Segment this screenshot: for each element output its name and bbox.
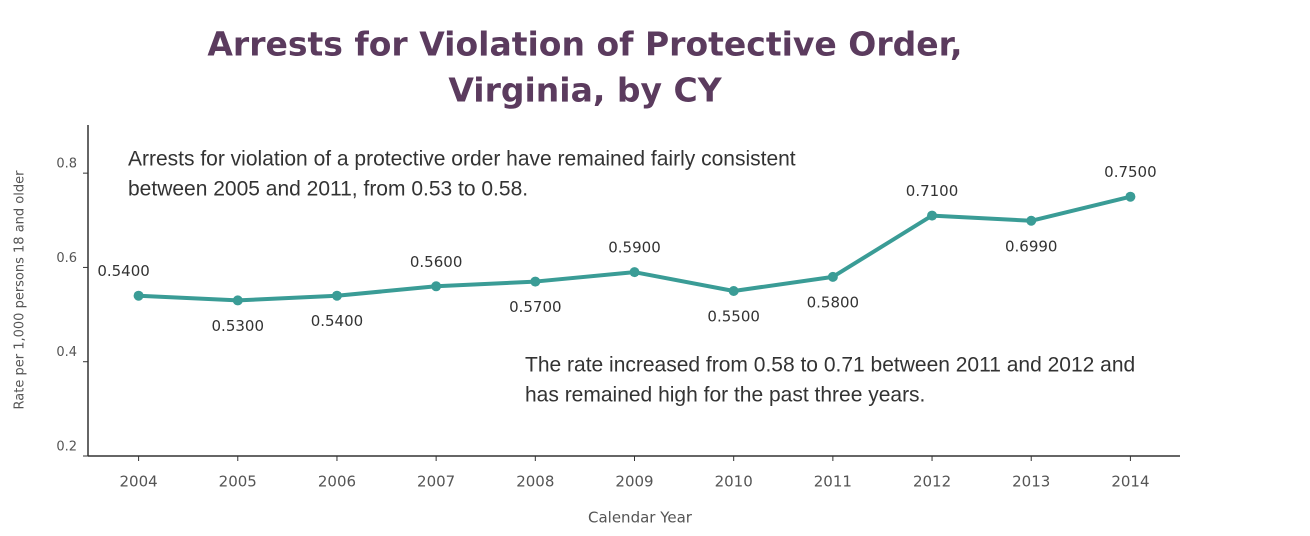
point — [927, 210, 938, 221]
y-tick-label: 0.8 — [56, 157, 77, 172]
y-tick-label: 0.2 — [56, 440, 77, 455]
annotation: The rate increased from 0.58 to 0.71 bet… — [525, 354, 1135, 377]
x-tick-label: 2005 — [219, 473, 257, 491]
point — [133, 290, 144, 301]
data-label: 0.5700 — [509, 298, 562, 316]
x-axis-label: Calendar Year — [588, 509, 693, 527]
y-tick-label: 0.6 — [56, 251, 77, 266]
point — [1026, 215, 1037, 226]
data-label: 0.5800 — [807, 293, 860, 311]
point — [530, 276, 541, 287]
x-tick-label: 2008 — [516, 473, 554, 491]
data-label: 0.6990 — [1005, 237, 1058, 255]
annotation: has remained high for the past three yea… — [525, 384, 925, 407]
x-tick-label: 2009 — [615, 473, 653, 491]
x-tick-label: 2006 — [318, 473, 356, 491]
point — [431, 281, 442, 292]
chart-title: Arrests for Violation of Protective Orde… — [207, 25, 962, 64]
point — [629, 267, 640, 278]
point — [827, 271, 838, 282]
point — [232, 295, 243, 306]
data-label: 0.7500 — [1104, 163, 1157, 181]
x-tick-label: 2010 — [715, 473, 753, 491]
x-tick-label: 2014 — [1111, 473, 1149, 491]
x-tick-label: 2013 — [1012, 473, 1050, 491]
x-tick-label: 2012 — [913, 473, 951, 491]
x-tick-label: 2007 — [417, 473, 455, 491]
data-label: 0.5300 — [212, 317, 265, 335]
data-label: 0.5500 — [707, 308, 760, 326]
data-label: 0.5900 — [608, 239, 661, 257]
data-label: 0.5400 — [311, 312, 364, 330]
y-tick-label: 0.4 — [56, 345, 77, 360]
point — [331, 290, 342, 301]
data-label: 0.5400 — [97, 262, 150, 280]
data-label: 0.5600 — [410, 253, 463, 271]
x-tick-label: 2011 — [814, 473, 852, 491]
point — [728, 286, 739, 296]
x-tick-label: 2004 — [119, 473, 157, 491]
annotation: Arrests for violation of a protective or… — [128, 148, 796, 171]
data-label: 0.7100 — [906, 182, 959, 200]
annotation: between 2005 and 2011, from 0.53 to 0.58… — [128, 178, 528, 201]
point — [1125, 191, 1136, 202]
y-axis-label: Rate per 1,000 persons 18 and older — [13, 170, 28, 410]
chart-title: Virginia, by CY — [448, 71, 722, 110]
